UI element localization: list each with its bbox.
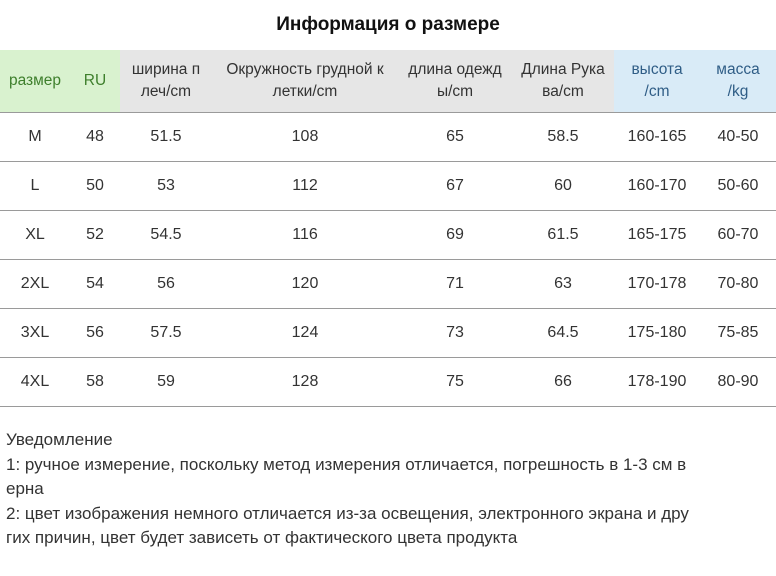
table-cell: 50-60 xyxy=(700,161,776,211)
table-cell: 108 xyxy=(212,112,398,162)
table-cell: 70-80 xyxy=(700,259,776,309)
table-cell: 54 xyxy=(70,259,120,309)
table-cell: 2XL xyxy=(0,259,70,309)
table-cell: 160-170 xyxy=(614,161,700,211)
table-cell: XL xyxy=(0,210,70,260)
table-row: M 48 51.5 108 65 58.5 160-165 40-50 xyxy=(0,112,776,162)
table-cell: 60 xyxy=(512,161,614,211)
table-cell: 40-50 xyxy=(700,112,776,162)
table-cell: 58.5 xyxy=(512,112,614,162)
table-cell: 3XL xyxy=(0,308,70,358)
table-cell: 48 xyxy=(70,112,120,162)
table-cell: 61.5 xyxy=(512,210,614,260)
table-cell: 165-175 xyxy=(614,210,700,260)
table-row: L 50 53 112 67 60 160-170 50-60 xyxy=(0,161,776,211)
notice-line-1-cont: ерна xyxy=(6,479,44,498)
table-cell: 51.5 xyxy=(120,112,212,162)
table-cell: 64.5 xyxy=(512,308,614,358)
table-cell: 59 xyxy=(120,357,212,407)
table-cell: 63 xyxy=(512,259,614,309)
header-shoulder-width: ширина п леч/cm xyxy=(120,50,212,113)
header-size: размер xyxy=(0,50,70,113)
table-cell: 75 xyxy=(398,357,512,407)
table-cell: 57.5 xyxy=(120,308,212,358)
table-cell: 67 xyxy=(398,161,512,211)
table-cell: 50 xyxy=(70,161,120,211)
table-cell: 80-90 xyxy=(700,357,776,407)
notice-line-1: 1: ручное измерение, поскольку метод изм… xyxy=(6,454,687,474)
table-cell: 71 xyxy=(398,259,512,309)
table-row: 3XL 56 57.5 124 73 64.5 175-180 75-85 xyxy=(0,308,776,358)
size-table: размер RU ширина п леч/cm Окружность груд… xyxy=(0,50,776,407)
table-cell: 160-165 xyxy=(614,112,700,162)
table-cell: 124 xyxy=(212,308,398,358)
notice: Уведомление 1: ручное измерение, посколь… xyxy=(6,428,772,551)
notice-line-2: 2: цвет изображения немного отличается и… xyxy=(6,503,689,523)
table-cell: 120 xyxy=(212,259,398,309)
page-title: Информация о размере xyxy=(276,14,500,35)
table-cell: 56 xyxy=(70,308,120,358)
table-header-row: размер RU ширина п леч/cm Окружность груд… xyxy=(0,50,776,113)
header-weight: масса/kg xyxy=(700,50,776,113)
table-cell: L xyxy=(0,161,70,211)
table-cell: 75-85 xyxy=(700,308,776,358)
table-row: 2XL 54 56 120 71 63 170-178 70-80 xyxy=(0,259,776,309)
table-cell: M xyxy=(0,112,70,162)
table-cell: 170-178 xyxy=(614,259,700,309)
table-cell: 69 xyxy=(398,210,512,260)
header-chest: Окружность грудной к летки/cm xyxy=(212,50,398,113)
table-cell: 60-70 xyxy=(700,210,776,260)
header-height: высота/cm xyxy=(614,50,700,113)
table-cell: 116 xyxy=(212,210,398,260)
table-row: 4XL 58 59 128 75 66 178-190 80-90 xyxy=(0,357,776,407)
table-cell: 175-180 xyxy=(614,308,700,358)
header-length: длина одежд ы/cm xyxy=(398,50,512,113)
notice-line-2-cont: гих причин, цвет будет зависеть от факти… xyxy=(6,528,518,547)
table-cell: 54.5 xyxy=(120,210,212,260)
table-cell: 58 xyxy=(70,357,120,407)
table-cell: 4XL xyxy=(0,357,70,407)
table-cell: 128 xyxy=(212,357,398,407)
table-cell: 53 xyxy=(120,161,212,211)
table-cell: 66 xyxy=(512,357,614,407)
table-cell: 56 xyxy=(120,259,212,309)
table-row: XL 52 54.5 116 69 61.5 165-175 60-70 xyxy=(0,210,776,260)
table-cell: 65 xyxy=(398,112,512,162)
table-cell: 178-190 xyxy=(614,357,700,407)
table-cell: 73 xyxy=(398,308,512,358)
notice-heading: Уведомление xyxy=(6,430,113,449)
table-cell: 112 xyxy=(212,161,398,211)
header-ru: RU xyxy=(70,50,120,113)
table-cell: 52 xyxy=(70,210,120,260)
header-sleeve: Длина Рука ва/cm xyxy=(512,50,614,113)
